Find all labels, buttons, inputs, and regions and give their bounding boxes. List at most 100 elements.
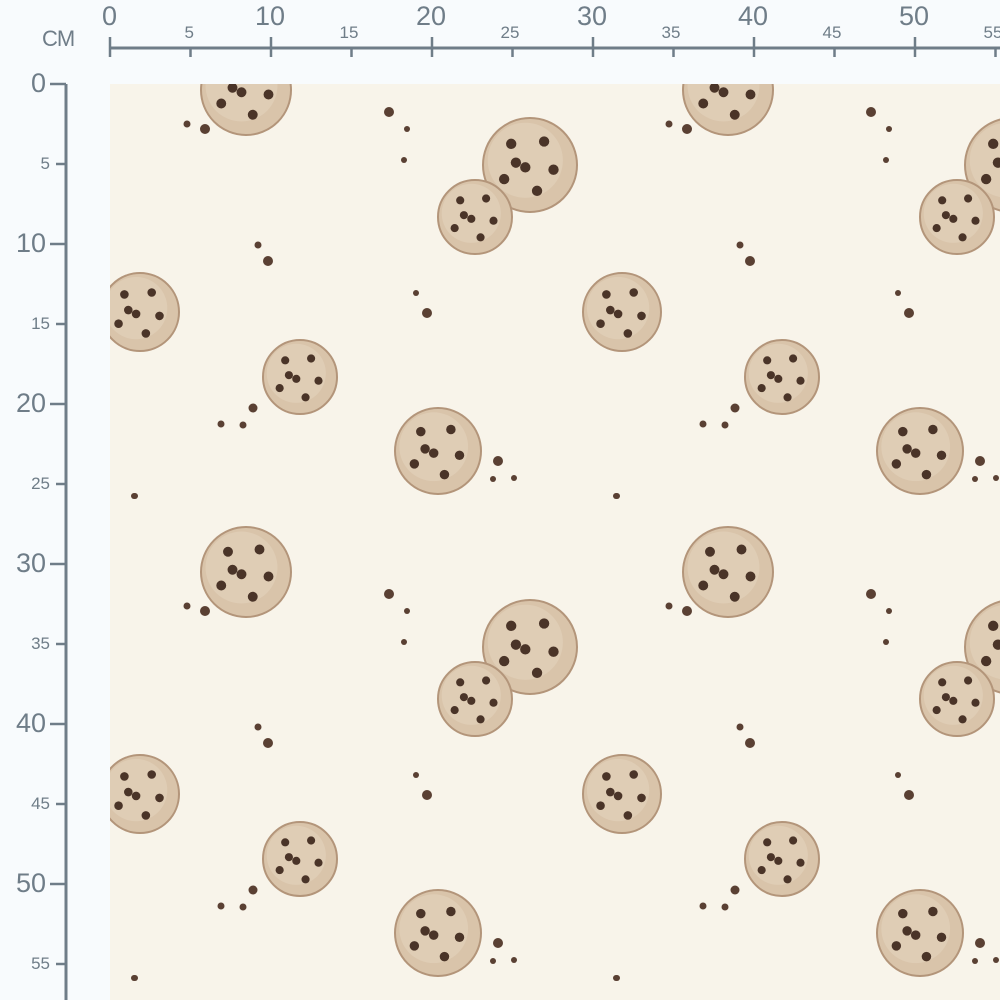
vertical-ruler-label: 45 (31, 794, 50, 813)
cookie-icon (200, 84, 292, 136)
ruler-unit-label: CM (42, 26, 75, 51)
cookie-icon (482, 599, 578, 695)
horizontal-ruler-label: 55 (983, 23, 1000, 42)
crumb-icon (699, 420, 707, 428)
horizontal-ruler-label: 10 (255, 1, 286, 31)
vertical-ruler-label: 25 (31, 474, 50, 493)
crumb-icon (422, 790, 432, 800)
cookie-icon (110, 272, 180, 352)
crumb-icon (972, 476, 978, 482)
crumb-icon (993, 475, 999, 481)
cookie-icon (437, 661, 513, 737)
cookie-icon (482, 117, 578, 213)
horizontal-ruler-label: 20 (416, 1, 447, 31)
cookie-icon (919, 179, 995, 255)
crumb-icon (721, 903, 729, 911)
cookie-icon (682, 84, 774, 136)
crumb-icon (721, 421, 729, 429)
crumb-icon (200, 606, 210, 616)
crumb-icon (866, 107, 876, 117)
crumb-icon (975, 938, 985, 948)
horizontal-ruler-label: 30 (577, 1, 608, 31)
crumb-icon (614, 493, 620, 499)
crumb-icon (132, 975, 138, 981)
crumb-icon (248, 403, 258, 413)
crumb-icon (493, 456, 503, 466)
crumb-icon (736, 241, 744, 249)
crumb-icon (699, 902, 707, 910)
crumb-icon (413, 290, 419, 296)
crumb-icon (904, 790, 914, 800)
crumb-icon (511, 957, 517, 963)
crumb-icon (217, 902, 225, 910)
crumb-icon (895, 772, 901, 778)
horizontal-ruler-label: 40 (738, 1, 769, 31)
vertical-ruler-label: 40 (15, 708, 46, 738)
crumb-icon (413, 772, 419, 778)
crumb-icon (384, 107, 394, 117)
horizontal-ruler-label: 25 (500, 23, 520, 42)
cookie-icon (744, 821, 820, 897)
cookie-icon (394, 889, 482, 977)
crumb-icon (254, 723, 262, 731)
crumb-icon (883, 639, 889, 645)
crumb-icon (730, 885, 740, 895)
cookie-icon (110, 754, 180, 834)
crumb-icon (886, 608, 892, 614)
crumb-icon (736, 723, 744, 731)
vertical-ruler-label: 50 (15, 868, 46, 898)
crumb-icon (263, 256, 273, 266)
crumb-icon (745, 256, 755, 266)
vertical-ruler-label: 30 (15, 548, 46, 578)
crumb-icon (490, 476, 496, 482)
cookie-icon (682, 526, 774, 618)
vertical-ruler-label: 55 (31, 954, 50, 973)
horizontal-ruler-label: 35 (661, 23, 681, 42)
crumb-icon (254, 241, 262, 249)
cookie-icon (582, 754, 662, 834)
crumb-icon (493, 938, 503, 948)
horizontal-ruler-label: 5 (184, 23, 194, 42)
crumb-icon (248, 885, 258, 895)
horizontal-ruler-label: 0 (102, 1, 118, 31)
crumb-icon (404, 126, 410, 132)
crumb-icon (665, 120, 673, 128)
crumb-icon (895, 290, 901, 296)
vertical-ruler-label: 35 (31, 634, 50, 653)
cookie-icon (876, 889, 964, 977)
crumb-icon (422, 308, 432, 318)
cookie-icon (744, 339, 820, 415)
crumb-icon (384, 589, 394, 599)
crumb-icon (993, 957, 999, 963)
crumb-icon (745, 738, 755, 748)
crumb-icon (904, 308, 914, 318)
vertical-ruler-label: 20 (15, 388, 46, 418)
cookie-icon (437, 179, 513, 255)
crumb-icon (239, 421, 247, 429)
crumb-icon (263, 738, 273, 748)
crumb-icon (665, 602, 673, 610)
cookie-icon (582, 272, 662, 352)
vertical-ruler-label: 0 (30, 68, 46, 98)
vertical-ruler-label: 5 (40, 154, 50, 173)
crumb-icon (975, 456, 985, 466)
crumb-icon (866, 589, 876, 599)
cookie-icon (200, 526, 292, 618)
cookie-icon (262, 821, 338, 897)
crumb-icon (883, 157, 889, 163)
crumb-icon (511, 475, 517, 481)
crumb-icon (200, 124, 210, 134)
vertical-ruler-label: 10 (15, 228, 46, 258)
cookie-icon (394, 407, 482, 495)
crumb-icon (183, 602, 191, 610)
crumb-icon (239, 903, 247, 911)
crumb-icon (401, 639, 407, 645)
crumb-icon (183, 120, 191, 128)
cookie-icon (876, 407, 964, 495)
crumb-icon (404, 608, 410, 614)
crumb-icon (614, 975, 620, 981)
crumb-icon (217, 420, 225, 428)
horizontal-ruler-label: 45 (822, 23, 842, 42)
